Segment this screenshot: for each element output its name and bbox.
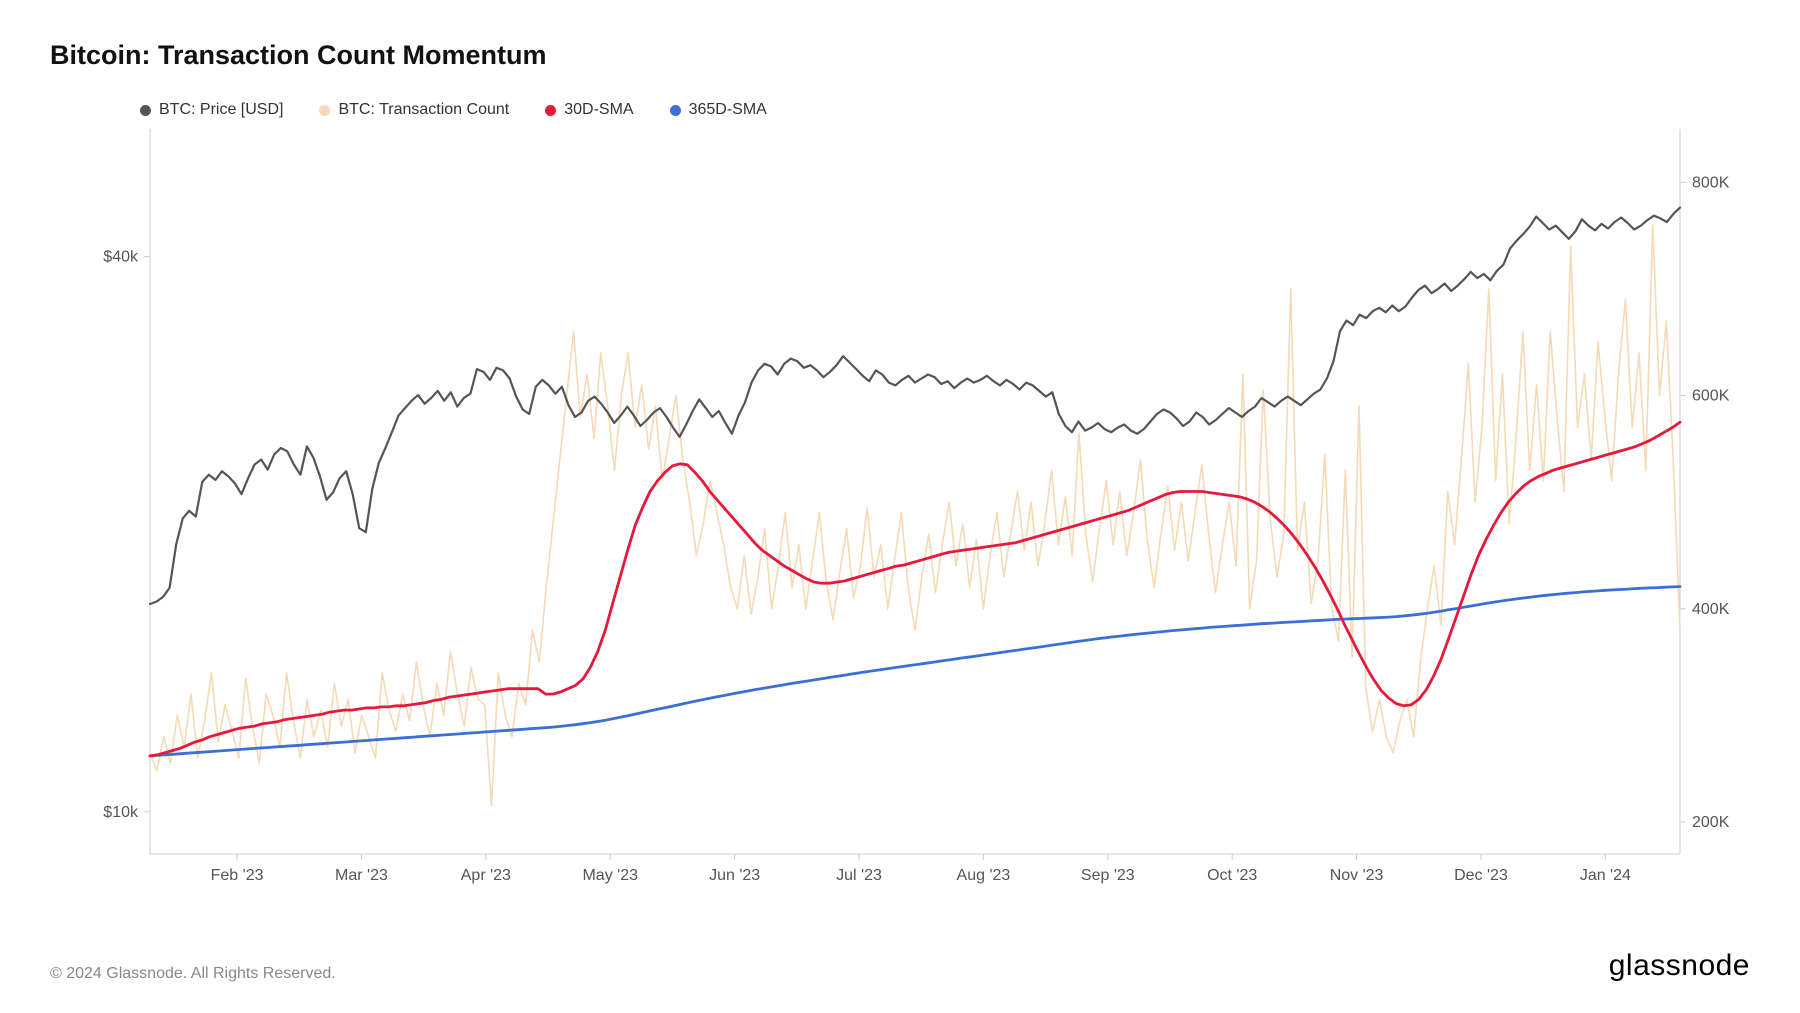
legend-item: BTC: Price [USD] — [140, 101, 283, 119]
legend-dot — [545, 105, 556, 116]
copyright-text: © 2024 Glassnode. All Rights Reserved. — [50, 965, 336, 983]
svg-text:800K: 800K — [1692, 174, 1730, 191]
svg-text:Aug '23: Aug '23 — [957, 867, 1011, 884]
legend: BTC: Price [USD] BTC: Transaction Count 30… — [140, 101, 1750, 119]
svg-text:Oct '23: Oct '23 — [1207, 867, 1257, 884]
legend-label: 30D-SMA — [564, 101, 633, 119]
svg-text:600K: 600K — [1692, 388, 1730, 405]
svg-text:Jan '24: Jan '24 — [1580, 867, 1631, 884]
legend-dot — [319, 105, 330, 116]
svg-text:Jun '23: Jun '23 — [709, 867, 760, 884]
svg-text:Sep '23: Sep '23 — [1081, 867, 1135, 884]
legend-item: 365D-SMA — [670, 101, 767, 119]
legend-label: BTC: Price [USD] — [159, 101, 283, 119]
legend-dot — [670, 105, 681, 116]
chart-container: Bitcoin: Transaction Count Momentum BTC:… — [0, 0, 1800, 1013]
legend-item: 30D-SMA — [545, 101, 633, 119]
footer: © 2024 Glassnode. All Rights Reserved. g… — [50, 949, 1750, 983]
svg-text:$10k: $10k — [103, 804, 139, 821]
line-chart-svg: $10k $40k 200K 400K 600K 800K Feb '23 Mar '23 Ap… — [50, 129, 1750, 899]
chart-title: Bitcoin: Transaction Count Momentum — [50, 40, 1750, 71]
svg-text:Jul '23: Jul '23 — [836, 867, 882, 884]
svg-text:Nov '23: Nov '23 — [1330, 867, 1384, 884]
legend-dot — [140, 105, 151, 116]
svg-text:Feb '23: Feb '23 — [211, 867, 264, 884]
svg-text:400K: 400K — [1692, 601, 1730, 618]
legend-item: BTC: Transaction Count — [319, 101, 509, 119]
brand-logo: glassnode — [1609, 949, 1750, 983]
chart-area: $10k $40k 200K 400K 600K 800K Feb '23 Mar '23 Ap… — [50, 129, 1750, 899]
svg-text:Mar '23: Mar '23 — [335, 867, 388, 884]
svg-text:200K: 200K — [1692, 814, 1730, 831]
legend-label: BTC: Transaction Count — [338, 101, 509, 119]
svg-text:May '23: May '23 — [582, 867, 638, 884]
legend-label: 365D-SMA — [689, 101, 767, 119]
svg-text:$40k: $40k — [103, 249, 139, 266]
svg-text:Dec '23: Dec '23 — [1454, 867, 1508, 884]
svg-text:Apr '23: Apr '23 — [461, 867, 511, 884]
